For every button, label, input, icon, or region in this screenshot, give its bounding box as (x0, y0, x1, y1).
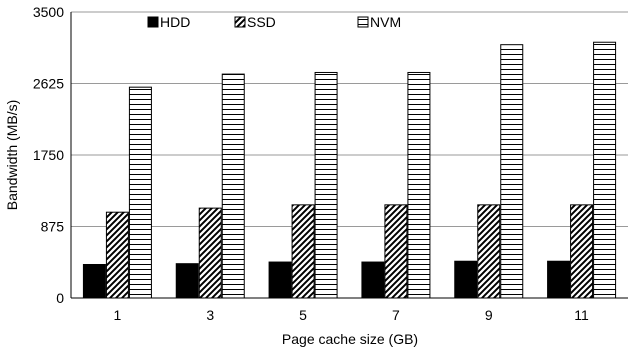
bar-nvm-7 (407, 71, 431, 299)
gridlines (71, 11, 628, 227)
legend-label-ssd: SSD (247, 14, 276, 30)
bar-ssd-5 (291, 204, 315, 299)
x-tick-label: 11 (574, 307, 589, 323)
legend-swatch-ssd (234, 16, 246, 28)
bar-hdd-11 (547, 260, 571, 299)
bars (82, 41, 617, 299)
legend-label-hdd: HDD (160, 14, 190, 30)
legend: HDD SSD NVM (147, 14, 401, 30)
bar-hdd-5 (268, 261, 292, 299)
legend-swatch-hdd (147, 16, 159, 28)
legend-swatch-nvm (357, 16, 369, 28)
x-tick-label: 1 (114, 307, 122, 323)
bar-nvm-1 (128, 86, 152, 299)
y-axis-title: Bandwidth (MB/s) (4, 100, 20, 210)
bar-ssd-1 (105, 211, 129, 299)
bar-hdd-1 (82, 263, 106, 299)
bar-hdd-9 (454, 260, 478, 299)
x-tick-label: 3 (206, 307, 214, 323)
y-tick-label: 2625 (33, 76, 64, 92)
x-tick-labels: 1 3 5 7 9 11 (114, 307, 590, 323)
bar-nvm-9 (500, 44, 524, 299)
bar-nvm-3 (221, 73, 245, 299)
bar-ssd-3 (198, 207, 222, 299)
bar-hdd-7 (361, 261, 385, 299)
y-tick-labels: 0 875 1750 2625 3500 (33, 4, 64, 306)
y-tick-label: 3500 (33, 4, 64, 20)
x-tick-label: 9 (485, 307, 493, 323)
y-tick-label: 0 (56, 290, 64, 306)
bar-nvm-5 (314, 71, 338, 299)
axes (70, 12, 628, 299)
bar-hdd-3 (175, 263, 199, 299)
x-axis-title: Page cache size (GB) (282, 331, 418, 347)
bar-ssd-11 (570, 204, 594, 299)
y-tick-label: 1750 (33, 147, 64, 163)
x-tick-label: 5 (299, 307, 307, 323)
bar-nvm-11 (593, 41, 617, 299)
legend-label-nvm: NVM (370, 14, 401, 30)
bar-ssd-9 (477, 204, 501, 299)
bar-ssd-7 (384, 204, 408, 299)
y-tick-label: 875 (41, 219, 65, 235)
x-tick-label: 7 (392, 307, 400, 323)
